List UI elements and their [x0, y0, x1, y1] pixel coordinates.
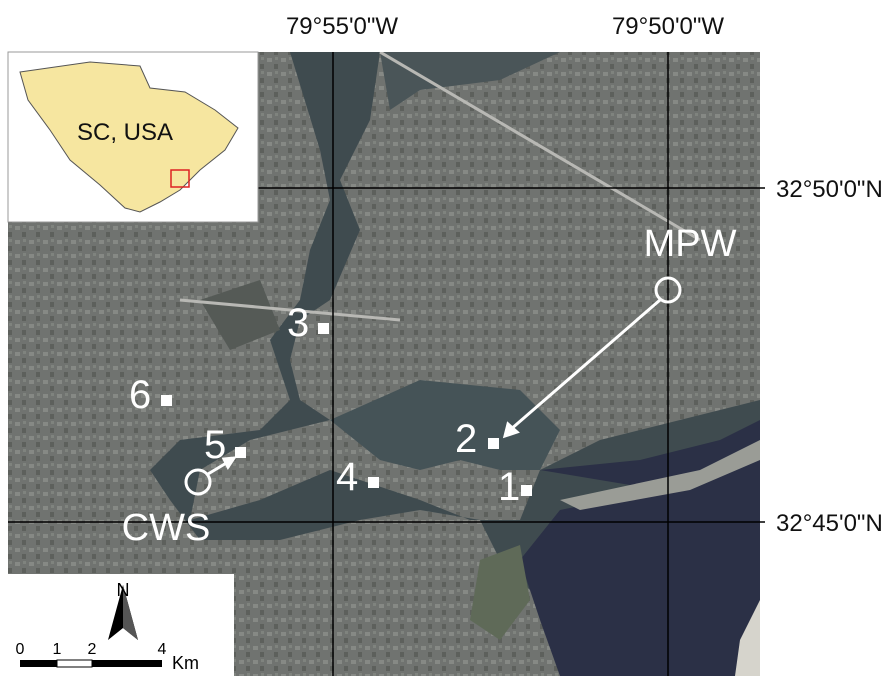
site-label: 1: [498, 465, 520, 509]
site-marker: [318, 323, 329, 334]
site-marker: [521, 485, 532, 496]
site-label: 4: [336, 455, 358, 499]
scale-tick-label: 2: [88, 641, 97, 658]
outfall-label: CWS: [122, 507, 211, 549]
scale-box: N 0 1 2 4 Km: [8, 574, 234, 676]
site-marker: [488, 438, 499, 449]
inset-map: SC, USA: [8, 52, 258, 222]
scale-unit: Km: [172, 653, 199, 673]
scale-tick-label: 1: [53, 641, 62, 658]
scale-segment: [57, 660, 92, 667]
latitude-label: 32°45'0"N: [776, 510, 883, 537]
site-label: 5: [204, 423, 226, 467]
scale-tick-label: 0: [16, 641, 25, 658]
site-marker: [161, 395, 172, 406]
north-label: N: [117, 580, 130, 600]
site-label: 6: [129, 373, 151, 417]
longitude-label: 79°55'0"W: [286, 13, 398, 40]
map: 79°55'0"W 79°50'0"W 32°50'0"N 32°45'0"N …: [0, 0, 896, 676]
site-label: 3: [287, 301, 309, 345]
scale-segment: [20, 660, 57, 667]
longitude-label: 79°50'0"W: [612, 13, 724, 40]
scale-tick-label: 4: [158, 641, 167, 658]
outfall-label: MPW: [644, 223, 737, 265]
inset-label: SC, USA: [77, 119, 173, 146]
latitude-label: 32°50'0"N: [776, 176, 883, 203]
site-label: 2: [455, 417, 477, 461]
site-marker: [368, 477, 379, 488]
scale-segment: [92, 660, 162, 667]
